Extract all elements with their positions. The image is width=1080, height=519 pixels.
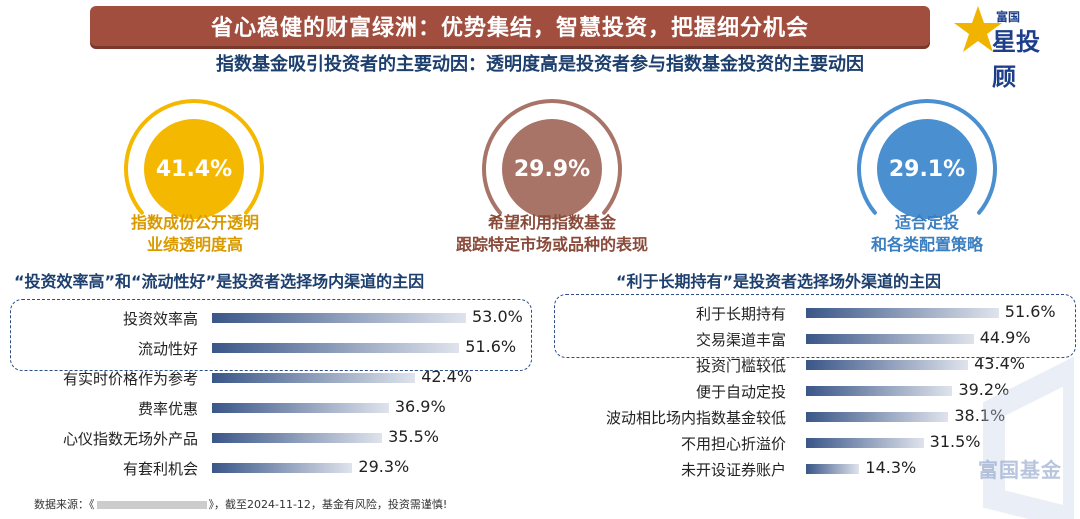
stat-circle-transparency: 41.4% (119, 94, 269, 244)
bar-category-label: 未开设证券账户 (680, 461, 786, 479)
bar-category-label: 利于长期持有 (695, 305, 786, 323)
bar (806, 464, 860, 474)
bar-value-label: 29.3% (358, 457, 410, 476)
subtitle: 指数基金吸引投资者的主要动因：透明度高是投资者参与指数基金投资的主要动因 (216, 54, 864, 75)
brand-logo: 富国 星投顾 (952, 4, 1062, 91)
bar (212, 373, 416, 383)
bar-value-label: 42.4% (421, 367, 473, 386)
onexchange-chart-title: “投资效率高”和“流动性好”是投资者选择场内渠道的主因 (14, 272, 425, 291)
stat-circle-value: 41.4% (144, 119, 244, 219)
bar-value-label: 31.5% (929, 432, 981, 451)
bar (806, 308, 999, 318)
circle-ring-icon (124, 99, 264, 215)
stat-circle-tracking: 29.9% (477, 94, 627, 244)
offexchange-chart-title: “利于长期持有”是投资者选择场外渠道的主因 (616, 272, 942, 291)
bar (806, 360, 969, 370)
page-title: 省心稳健的财富绿洲：优势集结，智慧投资，把握细分机会 (210, 16, 809, 41)
bar-category-label: 不用担心折溢价 (680, 435, 786, 453)
bar-category-label: 有实时价格作为参考 (62, 370, 198, 388)
bar-category-label: 投资门槛较低 (695, 357, 786, 375)
stat-circle-label: 指数成份公开透明 业绩透明度高 (130, 213, 259, 254)
stat-circle-allocation: 29.1% (852, 94, 1002, 244)
logo-top-text: 富国 (996, 10, 1021, 24)
bar-category-label: 投资效率高 (122, 310, 198, 328)
bar (806, 386, 953, 396)
circle-ring-icon (857, 99, 997, 215)
bar (806, 438, 924, 448)
bar-value-label: 35.5% (388, 427, 439, 446)
bar-category-label: 流动性好 (137, 340, 198, 358)
star-logo-icon (954, 6, 1002, 52)
bar-value-label: 39.2% (958, 380, 1010, 399)
bar (806, 412, 949, 422)
highlight-box (10, 299, 532, 371)
bar-value-label: 14.3% (865, 458, 917, 477)
redacted-source (96, 501, 207, 509)
bar-value-label: 44.9% (979, 328, 1031, 347)
bar-value-label: 36.9% (394, 397, 446, 416)
bar-category-label: 费率优惠 (137, 400, 198, 418)
bar-value-label: 38.1% (954, 406, 1006, 425)
circle-ring-icon (482, 99, 622, 215)
logo-main-text: 星投顾 (992, 28, 1040, 91)
page-title-banner: 省心稳健的财富绿洲：优势集结，智慧投资，把握细分机会 (90, 6, 930, 46)
bar-value-label: 43.4% (974, 354, 1025, 373)
bar-category-label: 波动相比场内指数基金较低 (605, 409, 786, 427)
bar (212, 403, 389, 413)
stat-circle-value: 29.1% (877, 119, 977, 219)
watermark-text: 富国基金 (978, 458, 1062, 482)
stat-circle-value: 29.9% (502, 119, 602, 219)
data-source-note: 数据来源：《 》，截至2024-11-12，基金有风险，投资需谨慎! (34, 498, 448, 511)
watermark-logo-icon (983, 356, 1074, 519)
bar (212, 463, 353, 473)
bar (806, 334, 974, 344)
bar-value-label: 51.6% (1004, 302, 1056, 321)
bar-category-label: 心仪指数无场外产品 (62, 430, 198, 448)
bar-value-label: 51.6% (465, 337, 517, 356)
bar (212, 343, 460, 353)
bar-value-label: 53.0% (472, 307, 523, 326)
bar-category-label: 交易渠道丰富 (695, 331, 786, 349)
bar-category-label: 便于自动定投 (695, 383, 786, 401)
bar (212, 433, 383, 443)
highlight-box (554, 294, 1076, 358)
stat-circle-label: 希望利用指数基金 跟踪特定市场或品种的表现 (455, 213, 648, 254)
stat-circle-label: 适合定投 和各类配置策略 (870, 213, 983, 254)
bar (212, 313, 466, 323)
bar-category-label: 有套利机会 (122, 460, 198, 478)
